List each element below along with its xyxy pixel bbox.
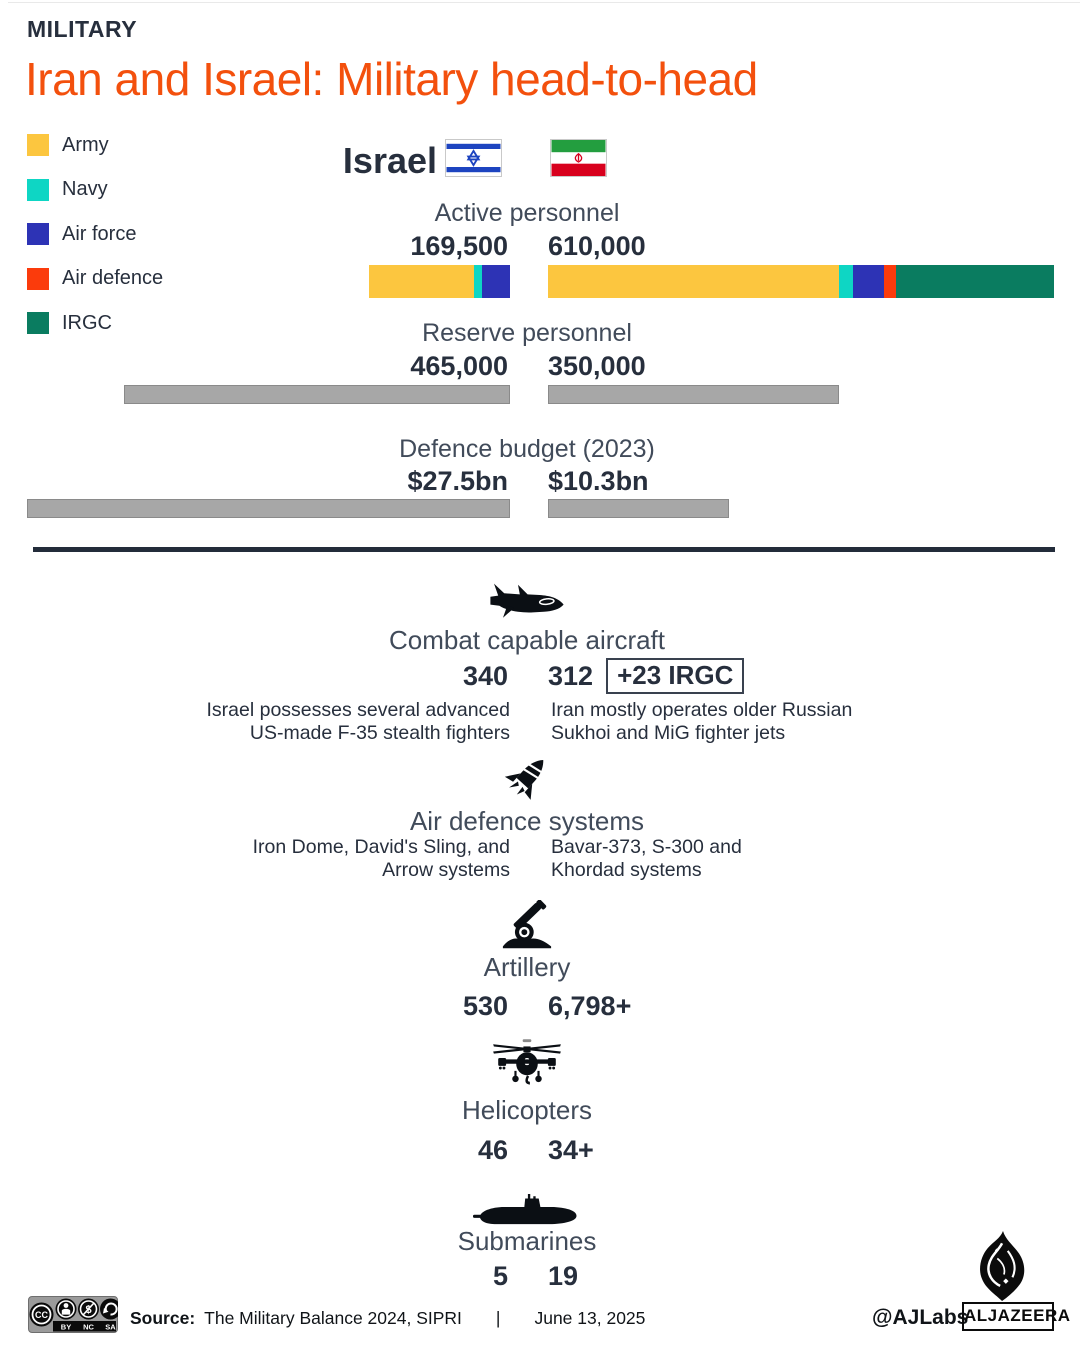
legend: Army Navy Air force Air defence IRGC (27, 134, 163, 357)
cc-license-icon: CC $ BY NC SA (28, 1296, 121, 1338)
source-text: The Military Balance 2024, SIPRI (204, 1308, 462, 1328)
legend-label: Air defence (62, 267, 164, 289)
army-swatch-icon (27, 134, 49, 156)
legend-label: Navy (62, 178, 108, 200)
aljazeera-flame-logo-icon (974, 1230, 1032, 1307)
section-divider (33, 547, 1055, 552)
iran-budget-value: $10.3bn (548, 466, 649, 496)
iran-helicopters-value: 34+ (548, 1135, 594, 1165)
israel-air-defence-note: Iron Dome, David's Sling, and Arrow syst… (252, 836, 510, 881)
israel-budget-value: $27.5bn (407, 466, 508, 496)
iran-budget-bar (548, 499, 729, 518)
iran-active-bar (548, 265, 1055, 298)
source-row: Source: The Military Balance 2024, SIPRI… (130, 1308, 645, 1329)
irgc-aircraft-badge: +23 IRGC (606, 658, 745, 694)
submarine-icon (0, 1194, 1054, 1230)
legend-label: IRGC (62, 311, 112, 334)
legend-item-irgc: IRGC (27, 312, 163, 334)
ajlabs-credit: @AJLabs (872, 1306, 969, 1329)
israel-flag-icon (445, 139, 502, 177)
legend-label: Army (62, 133, 109, 156)
iran-submarines-value: 19 (548, 1261, 579, 1291)
aircraft-title: Combat capable aircraft (388, 625, 666, 655)
fighter-jet-icon (0, 578, 1054, 624)
iran-aircraft-value-row: 312 +23 IRGC (548, 658, 745, 694)
page-title: Iran and Israel: Military head-to-head (25, 53, 758, 105)
legend-item-air-force: Air force (27, 223, 163, 245)
iran-reserve-bar (548, 385, 839, 404)
iran-air-defence-note: Bavar-373, S-300 and Khordad systems (551, 836, 742, 881)
source-separator: | (495, 1308, 501, 1328)
legend-item-army: Army (27, 134, 163, 156)
bar-segment-air-force (481, 265, 510, 298)
bar-segment-irgc (896, 265, 1055, 298)
iran-aircraft-value: 312 (548, 660, 594, 691)
cc-nc-label: NC (83, 1323, 94, 1332)
defence-budget-title: Defence budget (2023) (399, 435, 655, 463)
top-hairline (8, 2, 1080, 3)
bar-segment-army (548, 265, 839, 298)
reserve-personnel-title: Reserve personnel (422, 319, 632, 347)
air-force-swatch-icon (27, 223, 49, 245)
aljazeera-wordmark: ALJAZEERA (962, 1302, 1070, 1331)
bar-segment-army (369, 265, 474, 298)
submarines-title: Submarines (457, 1226, 597, 1256)
missile-icon (0, 752, 1054, 804)
israel-budget-bar (26, 499, 510, 518)
helicopter-icon (0, 1036, 1054, 1090)
israel-active-value: 169,500 (410, 231, 508, 261)
israel-active-bar (369, 265, 510, 298)
helicopters-title: Helicopters (461, 1095, 593, 1125)
israel-helicopters-value: 46 (477, 1135, 508, 1165)
israel-aircraft-value: 340 (462, 661, 508, 691)
source-label: Source: (130, 1308, 196, 1328)
israel-label: Israel (342, 140, 437, 181)
iran-flag-icon (550, 139, 607, 177)
section-kicker: MILITARY (27, 16, 138, 42)
cc-abbr: CC (35, 1310, 48, 1320)
bar-segment-air-force (853, 265, 885, 298)
air-defence-title: Air defence systems (409, 806, 645, 836)
cc-by-label: BY (61, 1323, 71, 1332)
israel-submarines-value: 5 (492, 1261, 508, 1291)
legend-item-air-defence: Air defence (27, 267, 164, 290)
publish-date: June 13, 2025 (534, 1308, 646, 1328)
irgc-swatch-icon (27, 312, 49, 334)
cc-sa-label: SA (105, 1323, 116, 1332)
bar-segment-navy (473, 265, 482, 298)
artillery-title: Artillery (483, 952, 571, 982)
israel-artillery-value: 530 (462, 991, 508, 1021)
iran-reserve-value: 350,000 (548, 351, 646, 381)
bar-segment-navy (838, 265, 854, 298)
bar-segment-air-defence (884, 265, 897, 298)
iran-aircraft-note: Iran mostly operates older Russian Sukho… (551, 699, 853, 744)
legend-item-navy: Navy (27, 178, 163, 201)
air-defence-swatch-icon (27, 267, 49, 290)
active-personnel-title: Active personnel (434, 199, 620, 227)
iran-active-value: 610,000 (548, 231, 646, 261)
navy-swatch-icon (27, 178, 49, 201)
artillery-icon (0, 900, 1054, 950)
israel-aircraft-note: Israel possesses several advanced US-mad… (206, 699, 511, 744)
israel-reserve-value: 465,000 (410, 351, 508, 381)
iran-artillery-value: 6,798+ (548, 991, 632, 1021)
legend-label: Air force (62, 222, 137, 245)
israel-reserve-bar (124, 385, 510, 404)
